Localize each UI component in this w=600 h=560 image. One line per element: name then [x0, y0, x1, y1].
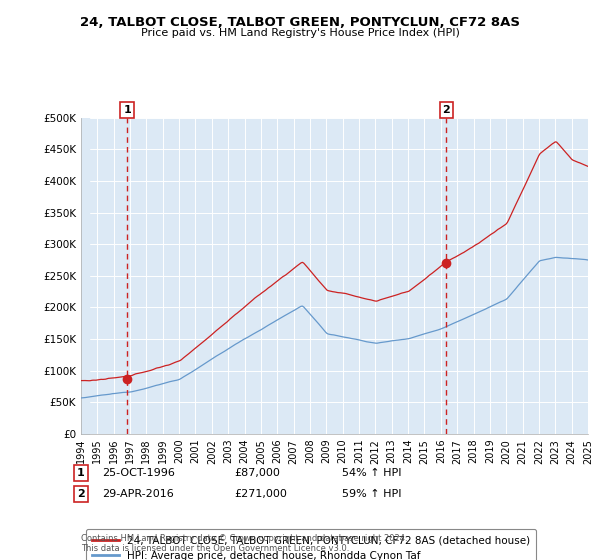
- Text: 54% ↑ HPI: 54% ↑ HPI: [342, 468, 401, 478]
- Text: £87,000: £87,000: [234, 468, 280, 478]
- Text: Contains HM Land Registry data © Crown copyright and database right 2024.
This d: Contains HM Land Registry data © Crown c…: [81, 534, 407, 553]
- Text: Price paid vs. HM Land Registry's House Price Index (HPI): Price paid vs. HM Land Registry's House …: [140, 28, 460, 38]
- Text: 29-APR-2016: 29-APR-2016: [102, 489, 174, 499]
- Legend: 24, TALBOT CLOSE, TALBOT GREEN, PONTYCLUN, CF72 8AS (detached house), HPI: Avera: 24, TALBOT CLOSE, TALBOT GREEN, PONTYCLU…: [86, 529, 536, 560]
- Text: 1: 1: [77, 468, 85, 478]
- Text: 25-OCT-1996: 25-OCT-1996: [102, 468, 175, 478]
- Text: £271,000: £271,000: [234, 489, 287, 499]
- Text: 2: 2: [442, 105, 450, 115]
- Text: 24, TALBOT CLOSE, TALBOT GREEN, PONTYCLUN, CF72 8AS: 24, TALBOT CLOSE, TALBOT GREEN, PONTYCLU…: [80, 16, 520, 29]
- Text: 1: 1: [123, 105, 131, 115]
- Text: 59% ↑ HPI: 59% ↑ HPI: [342, 489, 401, 499]
- Text: 2: 2: [77, 489, 85, 499]
